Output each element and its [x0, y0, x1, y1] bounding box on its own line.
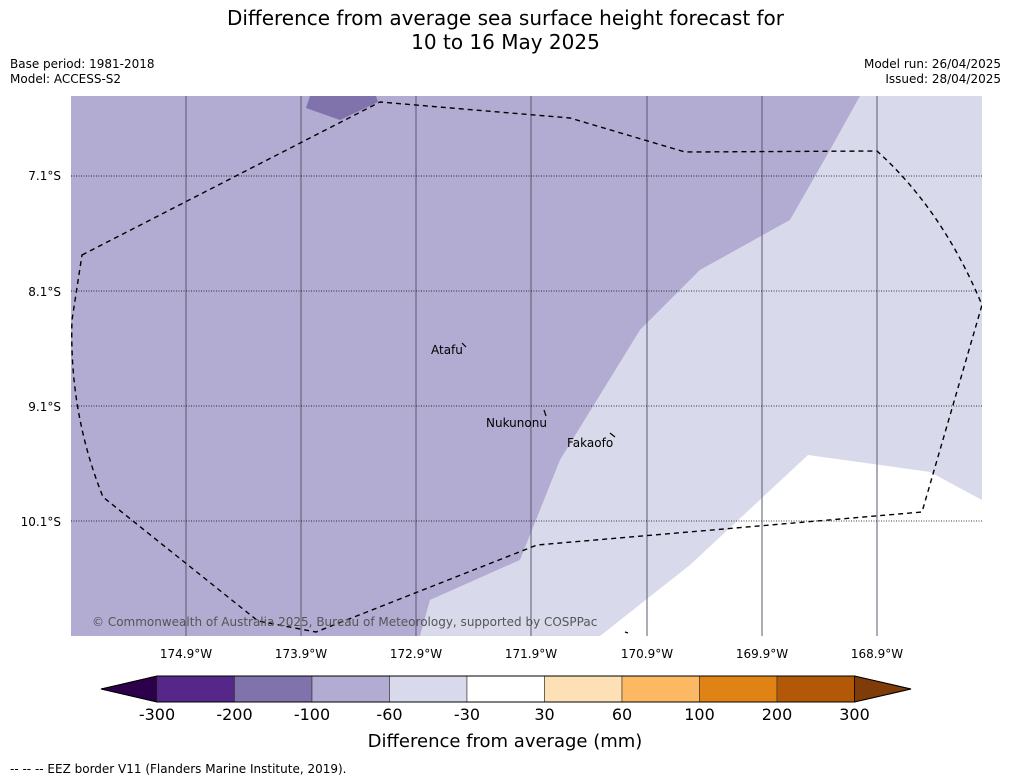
colorbar-tick-label: -60 [376, 705, 402, 724]
meta-right: Model run: 26/04/2025 Issued: 28/04/2025 [864, 57, 1001, 87]
colorbar-outline [100, 675, 912, 703]
colorbar-segment [156, 675, 235, 703]
colorbar-tick-label: 100 [684, 705, 715, 724]
colorbar-tick-label: -30 [454, 705, 480, 724]
base-period: Base period: 1981-2018 [10, 57, 155, 71]
colorbar-segment [311, 675, 390, 703]
island-markers [461, 342, 629, 634]
latitude-gridlines [71, 175, 982, 522]
colorbar-segment [699, 675, 778, 703]
small-islet [624, 631, 629, 634]
meta-left: Base period: 1981-2018 Model: ACCESS-S2 [10, 57, 155, 87]
title-line-2: 10 to 16 May 2025 [411, 30, 600, 54]
colorbar-tick-label: -300 [139, 705, 175, 724]
colorbar-extend-low [100, 675, 158, 703]
colorbar-segment [544, 675, 623, 703]
latitude-labels: 7.1°S 8.1°S 9.1°S 10.1°S [21, 169, 61, 529]
colorbar-segment [466, 675, 545, 703]
lon-label: 174.9°W [160, 647, 212, 661]
model-name: Model: ACCESS-S2 [10, 72, 122, 86]
lat-label: 9.1°S [28, 400, 61, 414]
colorbar-extend-high [854, 675, 912, 703]
colorbar-tick-label: 300 [839, 705, 870, 724]
colorbar-tick-labels: -300 -200 -100 -60 -30 30 60 100 200 300 [139, 705, 870, 724]
place-label-fakaofo: Fakaofo [567, 436, 613, 450]
colorbar-tick-label: -200 [216, 705, 252, 724]
anomaly-region-30-60 [420, 96, 982, 636]
anomaly-region-60-100 [71, 96, 860, 636]
title-line-1: Difference from average sea surface heig… [226, 6, 785, 30]
issued-date: Issued: 28/04/2025 [885, 72, 1001, 86]
chart-title: Difference from average sea surface heig… [0, 6, 1011, 54]
lon-label: 172.9°W [390, 647, 442, 661]
copyright-notice: © Commonwealth of Australia 2025, Bureau… [92, 615, 597, 629]
colorbar-segment [621, 675, 700, 703]
colorbar-segment [389, 675, 468, 703]
place-label-atafu: Atafu [431, 343, 463, 357]
colorbar-tick-label: 60 [612, 705, 632, 724]
colorbar-segment [776, 675, 855, 703]
colorbar [100, 675, 912, 703]
model-run: Model run: 26/04/2025 [863, 57, 1001, 71]
lon-label: 171.9°W [505, 647, 557, 661]
longitude-gridlines [185, 96, 878, 636]
place-label-nukunonu: Nukunonu [486, 416, 547, 430]
colorbar-label: Difference from average (mm) [368, 731, 643, 752]
longitude-labels: 174.9°W 173.9°W 172.9°W 171.9°W 170.9°W … [160, 647, 903, 661]
lat-label: 8.1°S [28, 285, 61, 299]
fakaofo-island [609, 432, 616, 438]
lon-label: 168.9°W [851, 647, 903, 661]
nukunonu-island [543, 409, 547, 417]
colorbar-segment [234, 675, 313, 703]
lon-label: 173.9°W [275, 647, 327, 661]
anomaly-region-100-200 [306, 96, 378, 120]
map-panel: Atafu Nukunonu Fakaofo © Commonwealth of… [71, 96, 982, 636]
lat-label: 7.1°S [28, 169, 61, 183]
lon-label: 170.9°W [621, 647, 673, 661]
colorbar-tick-label: 200 [762, 705, 793, 724]
atafu-island [461, 342, 467, 348]
lon-label: 169.9°W [736, 647, 788, 661]
colorbar-tick-label: -100 [294, 705, 330, 724]
lat-label: 10.1°S [21, 515, 61, 529]
colorbar-tick-label: 30 [534, 705, 554, 724]
eez-legend-note: -- -- -- EEZ border V11 (Flanders Marine… [10, 762, 347, 776]
